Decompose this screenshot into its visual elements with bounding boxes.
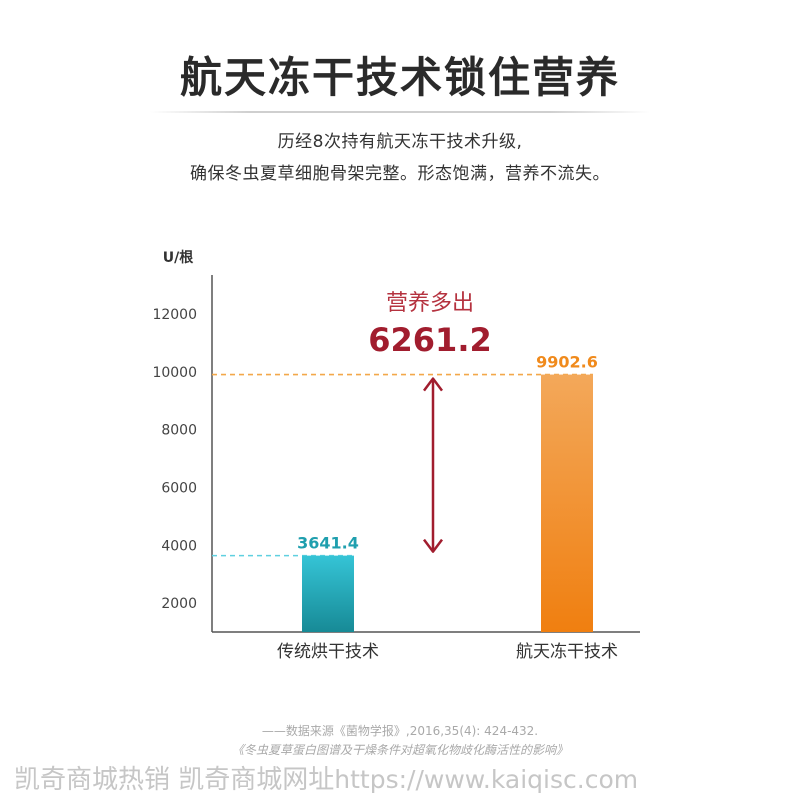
bar (302, 555, 354, 632)
watermark: 凯奇商城热销 凯奇商城网址https://www.kaiqisc.com (14, 759, 794, 796)
subtitle-line-2: 确保冬虫夏草细胞骨架完整。形态饱满，营养不流失。 (190, 164, 610, 184)
watermark-text: 凯奇商城热销 凯奇商城网址 (14, 765, 335, 795)
data-source-line: ——数据来源《菌物学报》,2016,35(4): 424-432. (261, 724, 539, 738)
title-divider (150, 111, 650, 113)
x-category-label: 航天冻干技术 (516, 642, 618, 662)
x-category-label: 传统烘干技术 (277, 642, 379, 662)
y-axis-label: U/根 (163, 249, 194, 266)
y-tick-label: 12000 (152, 307, 197, 323)
y-tick-label: 10000 (152, 365, 197, 381)
x-category-labels: 传统烘干技术 航天冻干技术 (277, 642, 618, 662)
annotation-value: 6261.2 (368, 321, 491, 359)
annotation-label: 营养多出 (386, 291, 474, 316)
page-title: 航天冻干技术锁住营养 (179, 53, 620, 102)
value-label: 9902.6 (536, 353, 598, 372)
arrow-down-icon (423, 538, 443, 553)
data-source-title: 《冬虫夏草蛋白图谱及干燥条件对超氧化物歧化酶活性的影响》 (231, 743, 568, 757)
value-labels: 3641.4 9902.6 (297, 353, 598, 553)
bars (302, 374, 593, 632)
y-tick-label: 6000 (161, 480, 197, 496)
value-label: 3641.4 (297, 534, 359, 553)
bar (541, 374, 593, 632)
y-tick-label: 4000 (161, 538, 197, 554)
y-tick-label: 8000 (161, 423, 197, 439)
y-tick-label: 2000 (161, 596, 197, 612)
subtitle-line-1: 历经8次持有航天冻干技术升级, (277, 132, 523, 152)
y-tick-labels: 2000 4000 6000 8000 10000 12000 (152, 307, 197, 612)
reference-lines (212, 373, 593, 557)
watermark-url: https://www.kaiqisc.com (334, 765, 639, 794)
arrow-up-icon (423, 377, 443, 392)
difference-annotation: 营养多出 6261.2 (368, 291, 492, 553)
